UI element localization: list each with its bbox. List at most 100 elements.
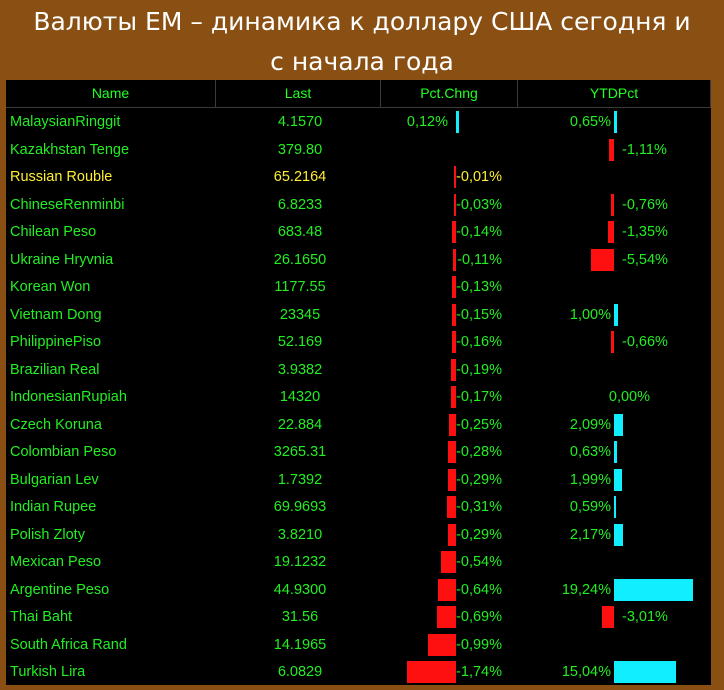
pct-change-bar <box>447 523 456 546</box>
column-header-name[interactable]: Name <box>6 80 216 107</box>
last-value: 22.884 <box>277 416 323 433</box>
table-row[interactable]: Kazakhstan Tenge 379.80 -1,11% <box>6 137 711 164</box>
table-row[interactable]: Indian Rupee 69.9693 -0,31% 0,59% <box>6 494 711 521</box>
pct-change-value: -0,54% <box>456 554 502 570</box>
table-row[interactable]: IndonesianRupiah 14320 -0,17% 0,00% <box>6 384 711 411</box>
table-row[interactable]: Chilean Peso 683.48 -0,14% -1,35% <box>6 219 711 246</box>
table-row[interactable]: Argentine Peso 44.9300 -0,64% 19,24% <box>6 577 711 604</box>
ytd-value: -1,11% <box>622 141 667 158</box>
ytd-value: -3,01% <box>622 609 668 625</box>
currency-name: Russian Rouble <box>10 169 113 185</box>
last-value: 4.1570 <box>277 114 323 130</box>
last-value: 14.1965 <box>273 636 327 653</box>
pct-change-bar <box>436 606 456 628</box>
last-value: 52.169 <box>277 334 323 350</box>
table-row[interactable]: PhilippinePiso 52.169 -0,16% -0,66% <box>6 329 711 356</box>
column-header-pct-chng[interactable]: Pct.Chng <box>381 80 518 107</box>
last-value: 1.7392 <box>277 471 323 488</box>
ytd-value: 0,65% <box>569 114 611 130</box>
pct-change-value: -0,29% <box>456 471 502 488</box>
pct-change-value: -0,16% <box>456 334 502 350</box>
table-row[interactable]: Turkish Lira 6.0829 -1,74% 15,04% <box>6 659 711 686</box>
table-row[interactable]: Colombian Peso 3265.31 -0,28% 0,63% <box>6 439 711 466</box>
pct-change-bar <box>407 661 456 683</box>
pct-change-value: -0,28% <box>456 444 502 460</box>
currency-name: MalaysianRinggit <box>10 114 121 130</box>
ytd-bar <box>614 496 617 518</box>
table-row[interactable]: Brazilian Real 3.9382 -0,19% <box>6 357 711 384</box>
currency-name: Czech Koruna <box>10 416 102 433</box>
pct-change-bar <box>452 276 456 298</box>
pct-change-bar <box>451 303 456 326</box>
ytd-bar <box>614 661 676 683</box>
last-value: 69.9693 <box>273 499 327 515</box>
table-row[interactable]: Vietnam Dong 23345 -0,15% 1,00% <box>6 302 711 329</box>
table-header: Name Last Pct.Chng YTDPct <box>6 80 711 108</box>
pct-change-bar <box>454 193 456 216</box>
ytd-value: 0,63% <box>569 444 611 460</box>
last-value: 3.9382 <box>277 361 323 378</box>
pct-change-bar <box>438 578 456 601</box>
column-header-last[interactable]: Last <box>216 80 381 107</box>
pct-change-bar <box>452 221 456 243</box>
table-row[interactable]: Thai Baht 31.56 -0,69% -3,01% <box>6 604 711 631</box>
pct-change-value: -0,11% <box>457 251 502 268</box>
pct-change-bar <box>448 441 456 463</box>
last-value: 26.1650 <box>273 251 327 268</box>
last-value: 6.0829 <box>277 664 323 680</box>
table-row[interactable]: Mexican Peso 19.1232 -0,54% <box>6 549 711 576</box>
pct-change-value: -0,19% <box>456 361 502 378</box>
currency-table: Name Last Pct.Chng YTDPct MalaysianRingg… <box>6 80 711 685</box>
pct-change-bar <box>447 468 456 491</box>
table-row[interactable]: Czech Koruna 22.884 -0,25% 2,09% <box>6 412 711 439</box>
currency-name: Polish Zloty <box>10 526 85 543</box>
last-value: 19.1232 <box>273 554 327 570</box>
ytd-bar <box>614 578 693 601</box>
table-row[interactable]: Korean Won 1177.55 -0,13% <box>6 274 711 301</box>
ytd-bar <box>608 221 614 243</box>
pct-change-value: -0,99% <box>456 636 502 653</box>
table-row[interactable]: MalaysianRinggit 4.1570 0,12% 0,65% <box>6 109 711 136</box>
currency-name: South Africa Rand <box>10 636 127 653</box>
table-row[interactable]: South Africa Rand 14.1965 -0,99% <box>6 632 711 659</box>
pct-change-bar <box>452 248 456 271</box>
pct-change-value: -0,25% <box>456 416 502 433</box>
ytd-bar <box>614 523 623 546</box>
currency-name: Brazilian Real <box>10 361 100 378</box>
last-value: 379.80 <box>277 141 323 158</box>
pct-change-value: -0,13% <box>456 279 502 295</box>
ytd-value: 19,24% <box>561 581 611 598</box>
currency-name: Vietnam Dong <box>10 306 102 323</box>
ytd-bar <box>614 413 623 436</box>
table-row[interactable]: Bulgarian Lev 1.7392 -0,29% 1,99% <box>6 467 711 494</box>
pct-change-value: -0,17% <box>456 389 502 405</box>
pct-change-bar <box>454 166 456 188</box>
ytd-bar <box>614 303 619 326</box>
ytd-bar <box>614 441 617 463</box>
pct-change-value: -0,29% <box>456 526 502 543</box>
pct-change-value: -0,14% <box>456 224 502 240</box>
table-row[interactable]: Ukraine Hryvnia 26.1650 -0,11% -5,54% <box>6 247 711 274</box>
title-banner: Валюты ЕМ – динамика к доллару США сегод… <box>0 0 724 80</box>
currency-name: Korean Won <box>10 279 91 295</box>
last-value: 1177.55 <box>274 279 326 295</box>
ytd-bar <box>601 606 614 628</box>
currency-name: Indian Rupee <box>10 499 97 515</box>
table-row[interactable]: ChineseRenminbi 6.8233 -0,03% -0,76% <box>6 192 711 219</box>
pct-change-value: -0,64% <box>456 581 502 598</box>
pct-change-bar <box>440 551 456 573</box>
last-value: 31.56 <box>281 609 319 625</box>
ytd-value: 0,00% <box>608 389 650 405</box>
page-title: Валюты ЕМ – динамика к доллару США сегод… <box>0 2 724 82</box>
currency-name: Kazakhstan Tenge <box>10 141 130 158</box>
ytd-bar <box>609 138 614 161</box>
currency-name: Mexican Peso <box>10 554 102 570</box>
ytd-bar <box>614 468 623 491</box>
table-row[interactable]: Russian Rouble 65.2164 -0,01% <box>6 164 711 191</box>
currency-name: Chilean Peso <box>10 224 97 240</box>
last-value: 23345 <box>279 306 321 323</box>
pct-change-bar <box>450 358 456 381</box>
table-row[interactable]: Polish Zloty 3.8210 -0,29% 2,17% <box>6 522 711 549</box>
column-header-ytd-pct[interactable]: YTDPct <box>518 80 711 107</box>
ytd-value: 1,99% <box>569 471 611 488</box>
